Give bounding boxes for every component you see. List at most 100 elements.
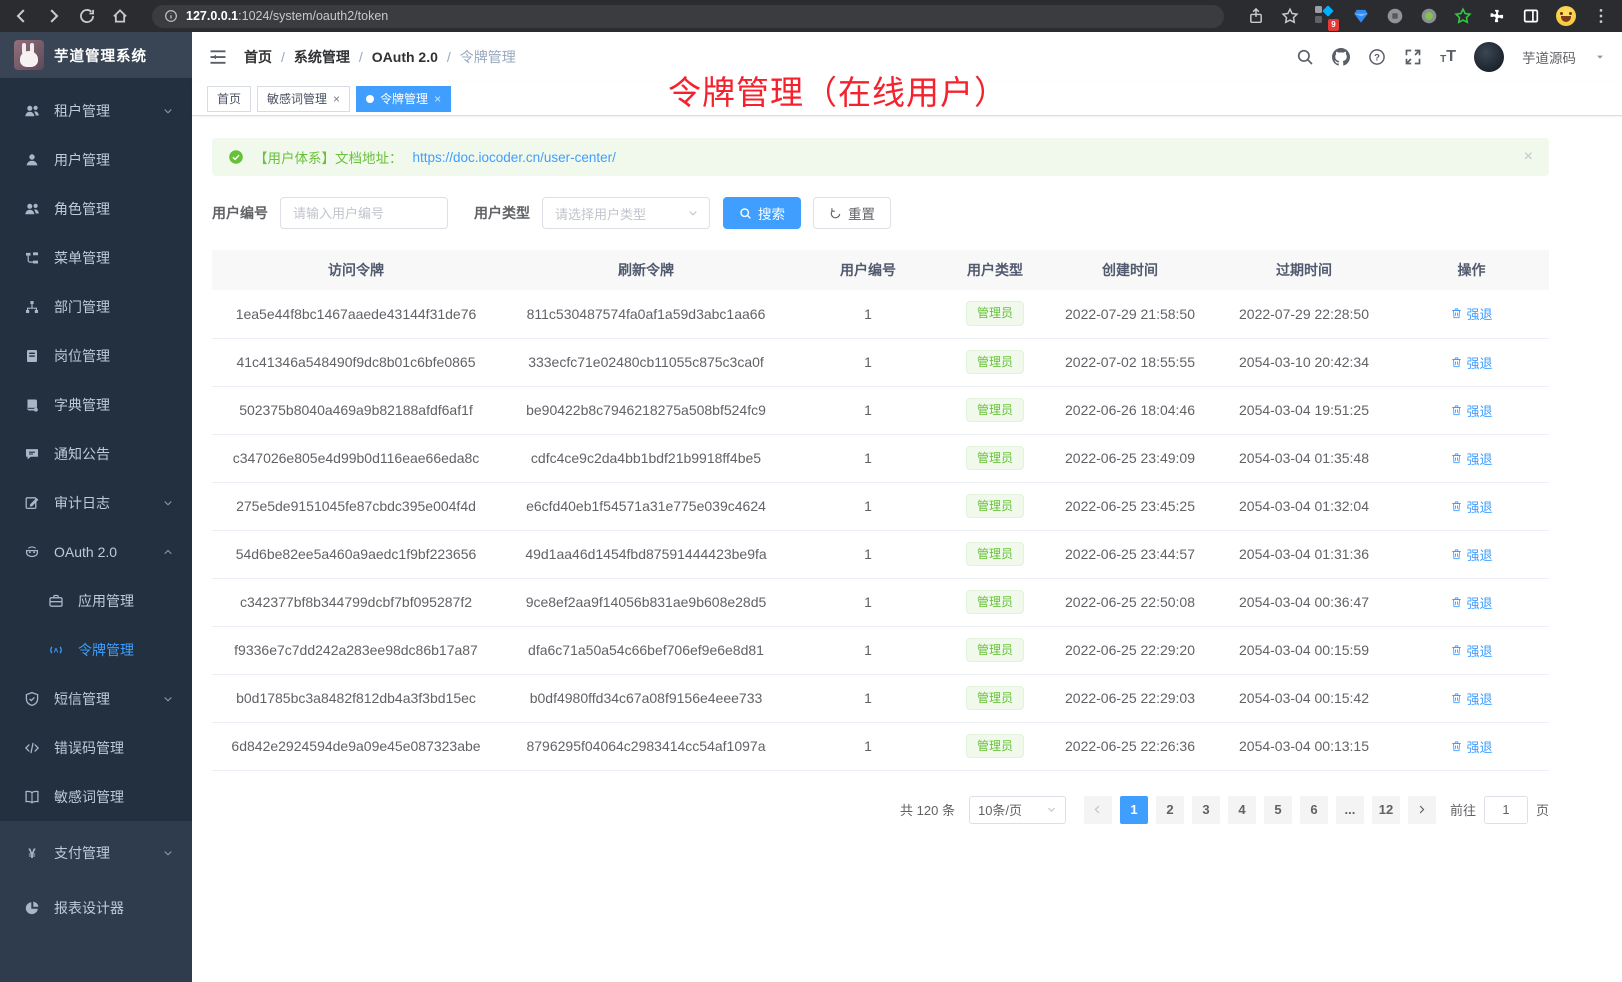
page-button-1[interactable]: 1 [1119, 795, 1148, 824]
home-icon[interactable] [111, 7, 129, 25]
sidebar-item-audit-log[interactable]: 审计日志 [0, 478, 192, 527]
sidebar-item-oauth2-token[interactable]: A 令牌管理 [0, 625, 192, 674]
sidebar-item-notice[interactable]: 通知公告 [0, 429, 192, 478]
back-icon[interactable] [12, 7, 30, 25]
sidebar-item-sensitive-word[interactable]: 敏感词管理 [0, 772, 192, 821]
column-header[interactable]: 用户编号 [792, 250, 944, 290]
alert-doc-link[interactable]: https://doc.iocoder.cn/user-center/ [412, 149, 616, 165]
cell: 管理员 [944, 530, 1046, 579]
alert-close-icon[interactable]: × [1523, 148, 1533, 165]
sidebar-item-dict[interactable]: 字典管理 [0, 380, 192, 429]
column-header[interactable]: 创建时间 [1046, 250, 1214, 290]
yen-icon: ¥ [24, 845, 40, 861]
tab-close-icon[interactable]: × [434, 91, 442, 106]
site-info-icon[interactable] [164, 9, 178, 23]
page-button-4[interactable]: 4 [1227, 795, 1256, 824]
force-logout-button[interactable]: 强退 [1450, 449, 1493, 468]
force-logout-button[interactable]: 强退 [1450, 545, 1493, 564]
side-panel-icon[interactable] [1522, 7, 1540, 25]
extensions-icon[interactable]: 9 [1315, 4, 1339, 31]
goto-page-input[interactable] [1483, 795, 1528, 824]
sidebar-item-sms[interactable]: 短信管理 [0, 674, 192, 723]
cell: c342377bf8b344799dcbf7bf095287f2 [212, 578, 500, 627]
column-header[interactable]: 访问令牌 [212, 250, 500, 290]
force-logout-button[interactable]: 强退 [1450, 689, 1493, 708]
username[interactable]: 芋道源码 [1522, 51, 1576, 66]
column-header[interactable]: 操作 [1394, 250, 1549, 290]
org-icon [24, 299, 40, 315]
sidebar-item-menu[interactable]: 菜单管理 [0, 233, 192, 282]
shield-icon [24, 691, 40, 707]
page-button-5[interactable]: 5 [1263, 795, 1292, 824]
cell-text: 2054-03-10 20:42:34 [1239, 354, 1369, 370]
force-logout-button[interactable]: 强退 [1450, 353, 1493, 372]
puzzle-extension-icon[interactable] [1488, 7, 1506, 25]
more-pages-button[interactable]: ... [1335, 795, 1364, 824]
gray-circle-extension-icon[interactable] [1386, 7, 1404, 25]
prev-page-button[interactable] [1083, 795, 1112, 824]
force-logout-button[interactable]: 强退 [1450, 304, 1493, 323]
github-icon[interactable] [1332, 48, 1351, 66]
user-type-tag: 管理员 [965, 637, 1024, 663]
green-star-extension-icon[interactable] [1454, 7, 1472, 25]
browser-menu-dots-icon[interactable] [1592, 7, 1610, 25]
page-size-select[interactable]: 10条/页 [968, 795, 1066, 824]
page-button-2[interactable]: 2 [1155, 795, 1184, 824]
force-logout-label: 强退 [1466, 595, 1493, 611]
force-logout-button[interactable]: 强退 [1450, 641, 1493, 660]
app-logo-image [14, 40, 44, 70]
column-header[interactable]: 过期时间 [1214, 250, 1394, 290]
sidebar-item-report[interactable]: 报表设计器 [0, 880, 192, 935]
breadcrumb-item[interactable]: 系统管理 [293, 49, 350, 65]
bookmark-star-icon[interactable] [1281, 7, 1299, 25]
forward-icon[interactable] [45, 7, 63, 25]
sidebar-item-label: 用户管理 [54, 151, 110, 168]
app-logo[interactable]: 芋道管理系统 [0, 32, 192, 78]
share-icon[interactable] [1247, 7, 1265, 25]
breadcrumb-item[interactable]: 首页 [244, 49, 272, 65]
reload-icon[interactable] [78, 7, 96, 25]
profile-avatar-emoji[interactable] [1556, 6, 1576, 26]
force-logout-button[interactable]: 强退 [1450, 497, 1493, 516]
breadcrumb-item[interactable]: OAuth 2.0 [371, 49, 438, 65]
tab-首页[interactable]: 首页 [207, 85, 252, 112]
fullscreen-icon[interactable] [1404, 48, 1422, 66]
page-button-6[interactable]: 6 [1299, 795, 1328, 824]
sidebar-collapse-icon[interactable] [208, 47, 228, 67]
search-button[interactable]: 搜索 [723, 197, 801, 229]
force-logout-button[interactable]: 强退 [1450, 401, 1493, 420]
page-button-3[interactable]: 3 [1191, 795, 1220, 824]
green-circle-extension-icon[interactable] [1420, 7, 1438, 25]
next-page-button[interactable] [1407, 795, 1436, 824]
tab-close-icon[interactable]: × [333, 91, 341, 106]
page-button-12[interactable]: 12 [1371, 795, 1400, 824]
column-header[interactable]: 刷新令牌 [500, 250, 792, 290]
force-logout-button[interactable]: 强退 [1450, 737, 1493, 756]
cell: 54d6be82ee5a460a9aedc1f9bf223656 [212, 530, 500, 579]
sidebar-item-pay[interactable]: ¥ 支付管理 [0, 825, 192, 880]
user-id-input[interactable] [280, 197, 448, 229]
sidebar-item-user[interactable]: 用户管理 [0, 135, 192, 184]
sidebar-item-oauth2[interactable]: OAuth 2.0 [0, 527, 192, 576]
search-icon[interactable] [1296, 48, 1314, 66]
help-icon[interactable]: ? [1368, 48, 1386, 66]
gem-extension-icon[interactable] [1352, 7, 1370, 25]
column-header[interactable]: 用户类型 [944, 250, 1046, 290]
sidebar-item-role[interactable]: 角色管理 [0, 184, 192, 233]
sidebar-item-tenant[interactable]: 租户管理 [0, 86, 192, 135]
cell: 1 [792, 722, 944, 771]
sidebar-item-dept[interactable]: 部门管理 [0, 282, 192, 331]
address-bar[interactable]: 127.0.0.1:1024/system/oauth2/token [152, 4, 1224, 28]
tab-敏感词管理[interactable]: 敏感词管理 × [257, 85, 351, 112]
user-menu-caret-icon[interactable] [1594, 51, 1606, 63]
user-avatar[interactable] [1474, 42, 1504, 72]
sidebar-item-oauth2-app[interactable]: 应用管理 [0, 576, 192, 625]
reset-button[interactable]: 重置 [813, 197, 891, 229]
user-type-tag: 管理员 [965, 349, 1024, 375]
force-logout-button[interactable]: 强退 [1450, 593, 1493, 612]
sidebar-item-post[interactable]: 岗位管理 [0, 331, 192, 380]
sidebar-item-errcode[interactable]: 错误码管理 [0, 723, 192, 772]
tab-令牌管理[interactable]: 令牌管理 × [356, 85, 452, 112]
user-type-select[interactable]: 请选择用户类型 [542, 197, 710, 229]
